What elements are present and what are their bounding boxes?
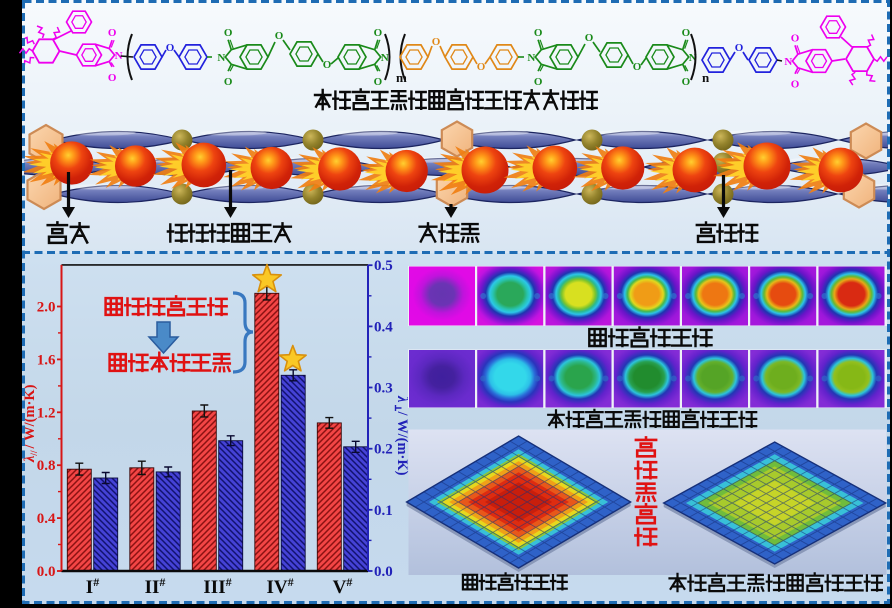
svg-text:λ/ W/(m·K): λ/ W/(m·K): [394, 395, 410, 476]
svg-text:O: O: [534, 27, 543, 39]
svg-text:0.0: 0.0: [374, 564, 393, 580]
svg-text:1.6: 1.6: [37, 352, 56, 368]
svg-text:IV#: IV#: [266, 575, 293, 598]
svg-text:O: O: [224, 27, 233, 39]
svg-text:O: O: [224, 76, 233, 88]
svg-text:0.3: 0.3: [374, 381, 393, 397]
svg-text:O: O: [791, 32, 800, 44]
svg-text:0.1: 0.1: [374, 503, 393, 519]
svg-text:O: O: [477, 61, 486, 73]
svg-text:O: O: [323, 59, 332, 71]
svg-text:0.8: 0.8: [37, 458, 56, 474]
svg-text:O: O: [682, 76, 691, 88]
svg-text:0.4: 0.4: [37, 511, 56, 527]
svg-text:0.0: 0.0: [37, 564, 56, 580]
svg-text:N: N: [381, 52, 389, 64]
svg-text:0.2: 0.2: [374, 442, 393, 458]
svg-text:1.2: 1.2: [37, 405, 56, 421]
svg-text:0.4: 0.4: [374, 319, 393, 335]
svg-text:λ/// W/(m·K): λ/// W/(m·K): [22, 384, 39, 463]
svg-text:O: O: [735, 42, 744, 54]
svg-text:m: m: [396, 70, 407, 85]
svg-text:N: N: [689, 52, 697, 64]
svg-text:O: O: [682, 27, 691, 39]
svg-text:O: O: [585, 32, 594, 44]
svg-text:2.0: 2.0: [37, 300, 56, 316]
svg-text:N: N: [217, 52, 225, 64]
svg-text:O: O: [633, 61, 642, 73]
svg-text:O: O: [108, 27, 117, 39]
svg-text:III#: III#: [203, 575, 231, 598]
svg-text:O: O: [534, 76, 543, 88]
svg-text:O: O: [108, 72, 117, 84]
svg-text:O: O: [275, 30, 284, 42]
svg-text:O: O: [166, 42, 175, 54]
svg-text:N: N: [115, 50, 123, 62]
svg-text:0.5: 0.5: [374, 258, 393, 274]
svg-text:O: O: [432, 36, 441, 48]
svg-text:N: N: [527, 52, 535, 64]
svg-text:O: O: [374, 27, 383, 39]
svg-text:O: O: [374, 76, 383, 88]
svg-text:N: N: [784, 56, 792, 68]
svg-text:n: n: [702, 70, 710, 85]
svg-text:O: O: [791, 79, 800, 91]
